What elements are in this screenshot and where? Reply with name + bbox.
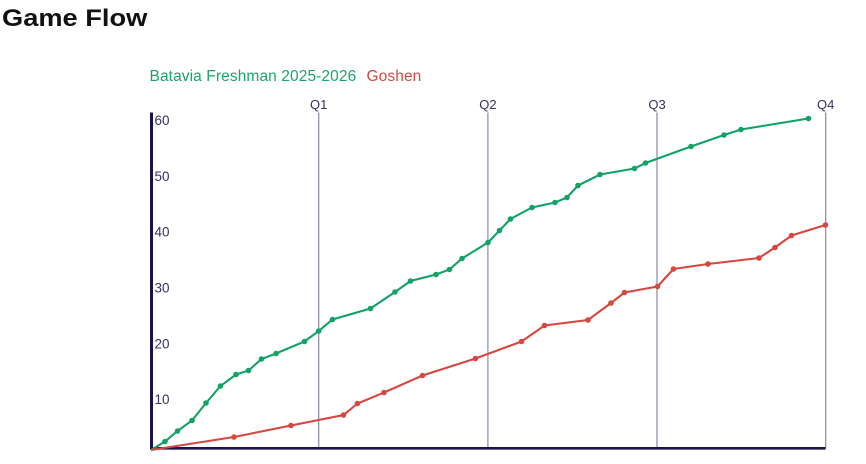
svg-text:20: 20 (155, 336, 170, 351)
svg-text:Q2: Q2 (479, 97, 496, 112)
svg-text:Batavia Freshman 2025-2026: Batavia Freshman 2025-2026 (150, 68, 357, 85)
svg-text:50: 50 (155, 169, 170, 184)
svg-text:30: 30 (155, 281, 170, 296)
svg-text:60: 60 (155, 113, 170, 128)
svg-text:Q1: Q1 (310, 97, 327, 112)
svg-text:10: 10 (155, 392, 170, 407)
svg-text:40: 40 (155, 225, 170, 240)
svg-text:Q3: Q3 (648, 97, 665, 112)
svg-text:Q4: Q4 (817, 97, 834, 112)
svg-text:Goshen: Goshen (367, 68, 422, 85)
